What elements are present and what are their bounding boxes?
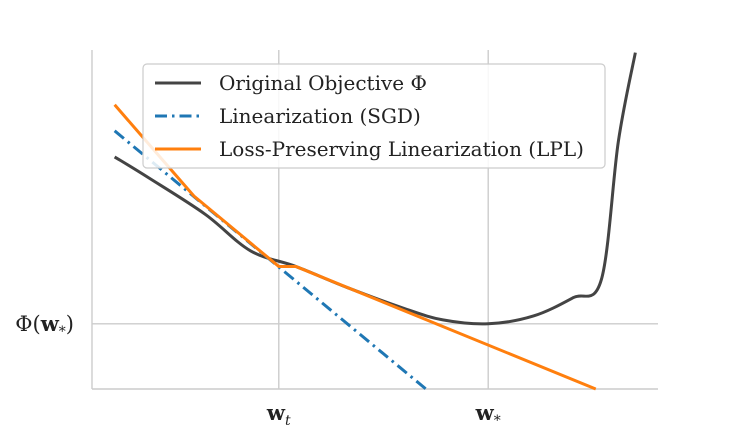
series-line-0 bbox=[113, 52, 637, 326]
y-tick-label-0: Φ(w*) bbox=[15, 311, 74, 340]
legend-label-1: Linearization (SGD) bbox=[219, 104, 421, 128]
legend-label-0: Original Objective Φ bbox=[219, 71, 427, 95]
axes bbox=[91, 50, 658, 390]
x-tick-label-1: w* bbox=[475, 400, 501, 429]
x-tick-label-0: wt bbox=[266, 400, 291, 429]
tick-labels: wt w* Φ(w*) bbox=[15, 311, 500, 429]
legend: Original Objective Φ Linearization (SGD) L… bbox=[142, 63, 606, 169]
legend-box bbox=[142, 63, 606, 169]
legend-label-2: Loss-Preserving Linearization (LPL) bbox=[219, 137, 584, 161]
